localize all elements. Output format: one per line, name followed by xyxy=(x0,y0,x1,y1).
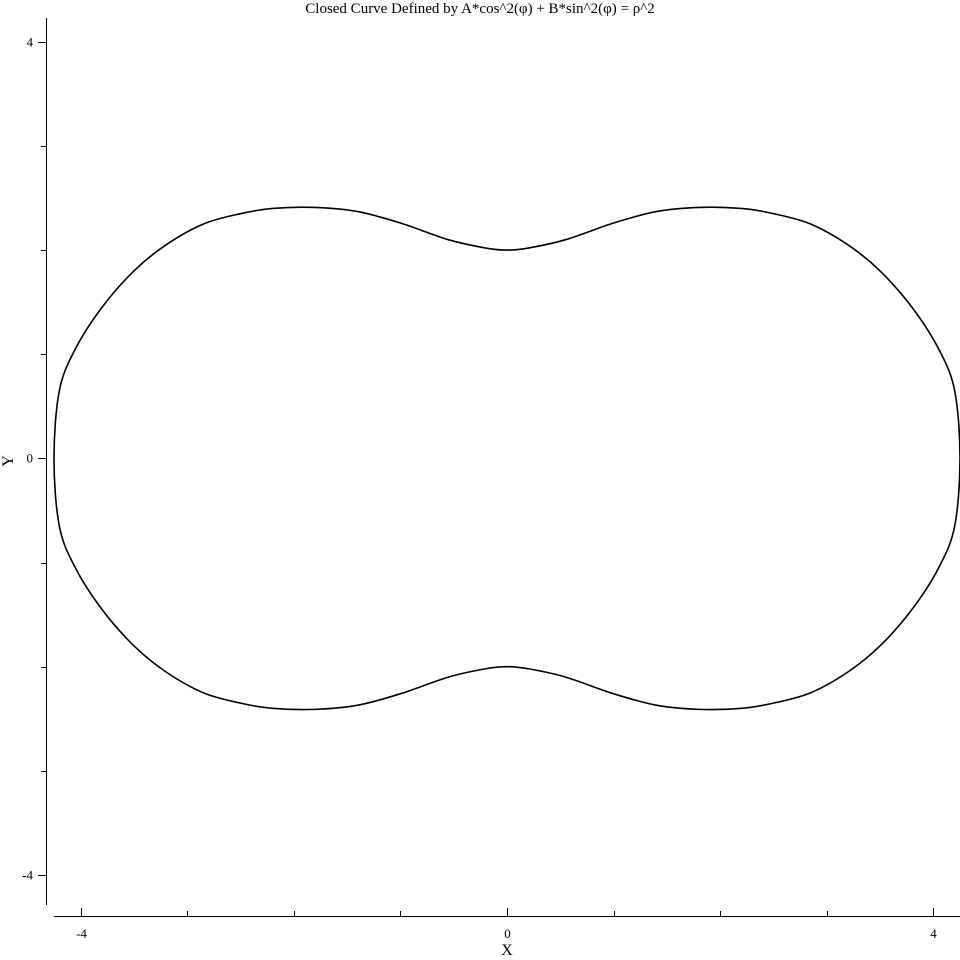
x-tick-label: -4 xyxy=(76,926,87,941)
x-tick-label: 4 xyxy=(930,926,937,941)
chart-title: Closed Curve Defined by A*cos^2(φ) + B*s… xyxy=(305,1,654,17)
series-layer xyxy=(53,206,960,711)
series-curve xyxy=(53,206,960,711)
y-axis-ticks: -4 0 4 xyxy=(22,35,46,883)
y-tick-label: 4 xyxy=(27,35,34,50)
x-axis-ticks: -4 0 4 xyxy=(76,908,937,941)
x-tick-label: 0 xyxy=(504,926,511,941)
y-tick-label: 0 xyxy=(27,451,34,466)
y-axis-label: Y xyxy=(0,455,17,467)
x-axis-label: X xyxy=(501,942,513,959)
y-tick-label: -4 xyxy=(22,868,33,883)
